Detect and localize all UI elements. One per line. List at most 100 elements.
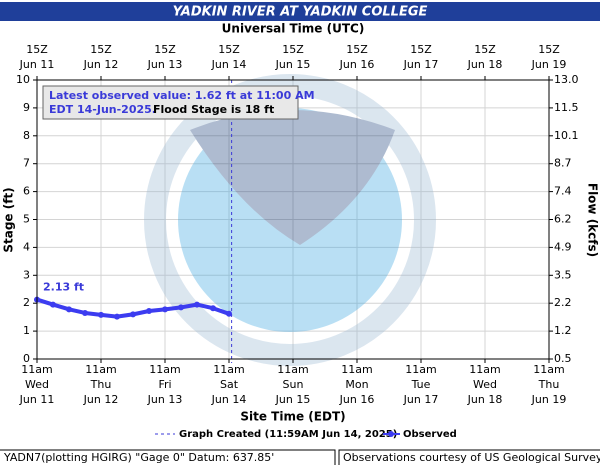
- x-tick-label: Jun 14: [211, 393, 247, 406]
- x-tick-label: Jun 12: [83, 393, 119, 406]
- y2-tick-label: 1.2: [554, 324, 572, 337]
- data-point: [66, 306, 72, 313]
- data-point: [210, 305, 216, 312]
- data-point: [194, 301, 200, 308]
- y-tick-label: 5: [23, 213, 30, 226]
- y-tick-label: 9: [23, 101, 30, 114]
- watermark-ring: [144, 74, 436, 366]
- x2-tick-label: 15Z: [538, 43, 560, 56]
- x-tick-label: 11am: [469, 363, 500, 376]
- x-tick-label: Jun 18: [467, 393, 503, 406]
- y-tick-label: 3: [23, 268, 30, 281]
- y2-tick-label: 11.5: [554, 101, 579, 114]
- y-tick-label: 6: [23, 185, 30, 198]
- marks: [34, 80, 233, 363]
- x2-tick-label: Jun 17: [403, 58, 439, 71]
- legend-dot: [388, 431, 394, 437]
- footer-box: [338, 449, 600, 465]
- data-point: [82, 309, 88, 316]
- y2-tick-label: 4.9: [554, 240, 572, 253]
- x-tick-label: 11am: [213, 363, 244, 376]
- x-tick-label: Fri: [158, 378, 171, 391]
- legend-label: Observed: [403, 429, 457, 440]
- y-tick-label: 10: [16, 73, 30, 86]
- y-tick-label: 1: [23, 324, 30, 337]
- noaa-watermark: [144, 74, 436, 366]
- chart-title: YADKIN RIVER AT YADKIN COLLEGE: [173, 5, 428, 20]
- x-tick-label: Thu: [538, 378, 560, 391]
- x2-tick-label: Jun 13: [147, 58, 183, 71]
- x-tick-label: Jun 15: [275, 393, 311, 406]
- x2-tick-label: 15Z: [410, 43, 432, 56]
- x-tick-label: Jun 13: [147, 393, 183, 406]
- x-tick-label: 11am: [21, 363, 52, 376]
- x-tick-label: Jun 11: [19, 393, 55, 406]
- y2-tick-label: 2.2: [554, 296, 572, 309]
- flood-stage-text: Flood Stage is 18 ft: [153, 103, 274, 116]
- y-tick-label: 8: [23, 129, 30, 142]
- title-bar: [0, 2, 600, 21]
- y2-axis-label: Flow (kcfs): [586, 183, 600, 257]
- x2-tick-label: Jun 11: [19, 58, 55, 71]
- y2-tick-label: 6.2: [554, 213, 572, 226]
- x2-tick-label: Jun 12: [83, 58, 119, 71]
- data-point: [130, 311, 136, 318]
- x2-tick-label: Jun 18: [467, 58, 503, 71]
- data-point: [98, 311, 104, 318]
- footer-box: [0, 449, 336, 465]
- annotation-text: EDT 14-Jun-2025.: [49, 103, 156, 116]
- y2-tick-label: 8.7: [554, 157, 572, 170]
- x-tick-label: 11am: [277, 363, 308, 376]
- data-point: [178, 304, 184, 311]
- x-tick-label: Mon: [345, 378, 368, 391]
- y2-tick-label: 10.1: [554, 129, 579, 142]
- x-tick-label: 11am: [85, 363, 116, 376]
- x2-tick-label: 15Z: [474, 43, 496, 56]
- x2-tick-label: 15Z: [218, 43, 240, 56]
- x2-tick-label: 15Z: [282, 43, 304, 56]
- x-tick-label: 11am: [533, 363, 564, 376]
- x-tick-label: Jun 16: [339, 393, 375, 406]
- data-point: [226, 310, 232, 317]
- x-tick-label: 11am: [149, 363, 180, 376]
- y-axis-label: Stage (ft): [2, 187, 16, 252]
- x-tick-label: Wed: [473, 378, 497, 391]
- watermark-disc: [178, 108, 402, 332]
- legend-label: Graph Created (11:59AM Jun 14, 2025): [179, 429, 397, 440]
- x-tick-label: Tue: [411, 378, 431, 391]
- x-tick-label: Sun: [283, 378, 304, 391]
- x-tick-label: Jun 17: [403, 393, 439, 406]
- x-tick-label: 11am: [405, 363, 436, 376]
- data-point: [114, 313, 120, 320]
- y-tick-label: 0: [23, 352, 30, 365]
- watermark-bird: [190, 110, 395, 245]
- annotation-box: [42, 85, 299, 120]
- footer-text: YADN7(plotting HGIRG) "Gage 0" Datum: 63…: [3, 451, 274, 464]
- y2-tick-label: 0.5: [554, 352, 572, 365]
- y-tick-label: 2: [23, 296, 30, 309]
- y2-tick-label: 13.0: [554, 73, 579, 86]
- y2-tick-label: 3.5: [554, 268, 572, 281]
- x2-axis-label: Universal Time (UTC): [222, 22, 365, 36]
- y-tick-label: 7: [23, 157, 30, 170]
- x2-tick-label: 15Z: [26, 43, 48, 56]
- y2-tick-label: 7.4: [554, 185, 572, 198]
- x-tick-label: 11am: [341, 363, 372, 376]
- x2-tick-label: Jun 15: [275, 58, 311, 71]
- footer-text: Observations courtesy of US Geological S…: [343, 451, 600, 464]
- x2-tick-label: Jun 14: [211, 58, 247, 71]
- first-value-label: 2.13 ft: [43, 281, 84, 294]
- x-tick-label: Thu: [90, 378, 112, 391]
- x-tick-label: Jun 19: [531, 393, 567, 406]
- x-tick-label: Wed: [25, 378, 49, 391]
- y-tick-label: 4: [23, 240, 30, 253]
- plot-area: [36, 79, 550, 360]
- data-point: [50, 301, 56, 308]
- x2-tick-label: Jun 19: [531, 58, 567, 71]
- x2-tick-label: 15Z: [346, 43, 368, 56]
- data-point: [162, 306, 168, 313]
- x2-tick-label: Jun 16: [339, 58, 375, 71]
- x2-tick-label: 15Z: [154, 43, 176, 56]
- x2-tick-label: 15Z: [90, 43, 112, 56]
